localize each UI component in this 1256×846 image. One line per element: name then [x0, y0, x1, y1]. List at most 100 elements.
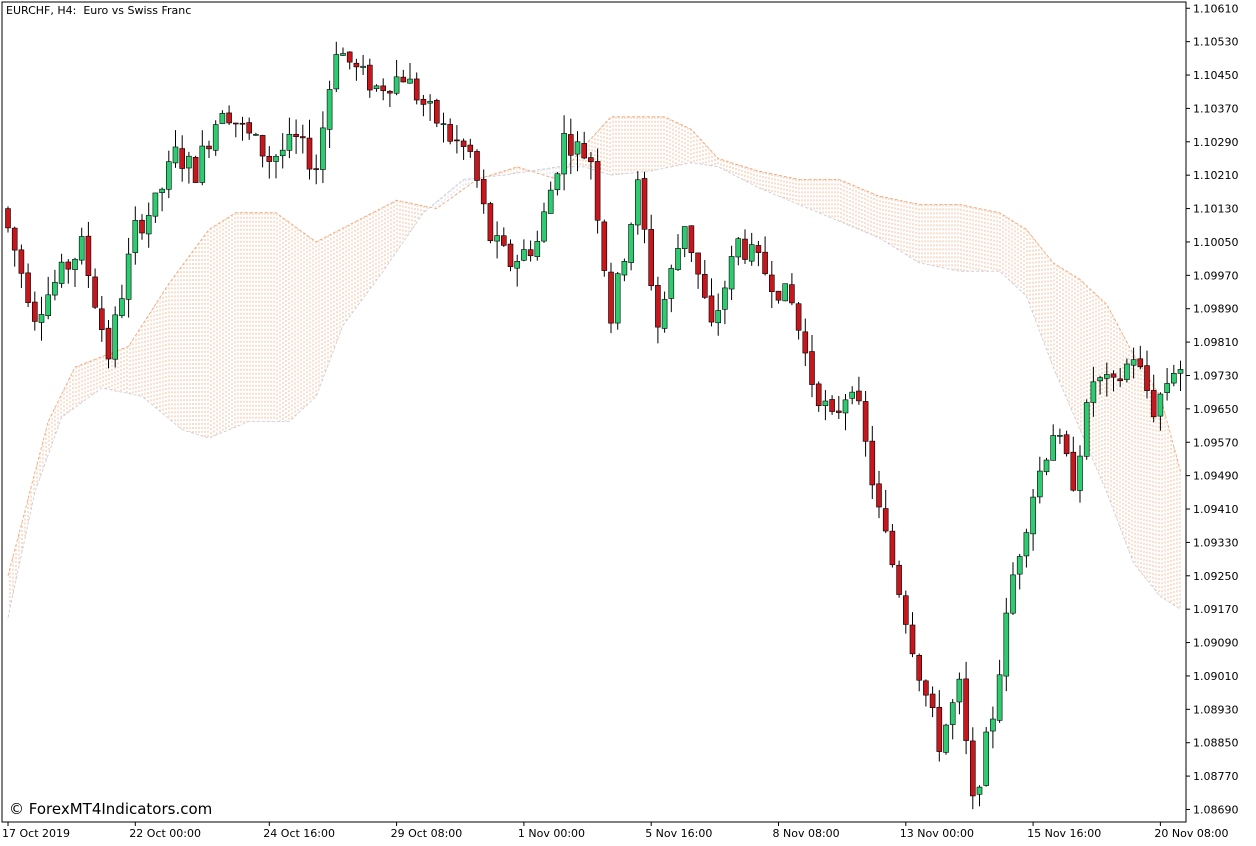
- bull-candle: [159, 188, 165, 193]
- bull-candle: [125, 253, 132, 300]
- bull-candle: [407, 78, 413, 84]
- bear-candle: [1137, 358, 1144, 368]
- bull-candle: [661, 299, 668, 329]
- price-tick-label: 1.09970: [1193, 269, 1239, 282]
- bear-candle: [581, 143, 588, 159]
- bear-candle: [762, 251, 768, 275]
- bear-candle: [567, 134, 574, 156]
- bull-candle: [112, 314, 118, 360]
- price-tick-label: 1.09490: [1193, 470, 1239, 483]
- bull-candle: [1077, 455, 1083, 491]
- bear-candle: [420, 98, 427, 105]
- bull-candle: [1130, 359, 1137, 366]
- bear-candle: [815, 383, 822, 407]
- bull-candle: [199, 145, 206, 183]
- bull-candle: [990, 718, 996, 732]
- bear-candle: [105, 327, 112, 360]
- bear-candle: [500, 235, 507, 246]
- plot-frame: [1, 1, 1187, 823]
- bull-candle: [1164, 383, 1170, 393]
- bull-candle: [253, 134, 259, 136]
- time-tick-label: 13 Nov 00:00: [900, 827, 974, 840]
- bear-candle: [293, 133, 299, 138]
- bull-candle: [996, 674, 1003, 721]
- bear-candle: [65, 261, 72, 270]
- price-tick-label: 1.09730: [1193, 369, 1239, 382]
- bull-candle: [286, 133, 293, 151]
- price-tick-label: 1.10370: [1193, 102, 1239, 115]
- bear-candle: [346, 51, 353, 63]
- bull-candle: [715, 310, 722, 324]
- bull-candle: [748, 244, 755, 262]
- bear-candle: [835, 410, 842, 413]
- bull-candle: [145, 215, 152, 235]
- bull-candle: [132, 220, 139, 253]
- price-tick-label: 1.10210: [1193, 169, 1239, 182]
- bear-candle: [923, 680, 929, 696]
- bear-candle: [299, 136, 306, 139]
- bear-candle: [708, 295, 715, 323]
- bear-candle: [467, 144, 474, 152]
- bear-candle: [306, 137, 313, 170]
- bull-candle: [1023, 532, 1030, 557]
- bear-candle: [507, 243, 514, 268]
- price-tick-label: 1.10290: [1193, 136, 1239, 149]
- price-tick-label: 1.10130: [1193, 203, 1239, 216]
- bear-candle: [775, 290, 782, 301]
- bear-candle: [809, 351, 815, 385]
- bear-candle: [1110, 373, 1117, 378]
- ichimoku-cloud: [7, 116, 1181, 618]
- bull-candle: [340, 53, 346, 56]
- bear-candle: [192, 156, 199, 183]
- time-tick-label: 17 Oct 2019: [2, 827, 70, 840]
- bull-candle: [849, 391, 856, 399]
- bull-candle: [440, 123, 447, 125]
- price-tick-label: 1.10050: [1193, 236, 1239, 249]
- bear-candle: [266, 155, 273, 162]
- bull-candle: [949, 702, 956, 725]
- bear-candle: [25, 272, 31, 303]
- price-tick-label: 1.09010: [1193, 670, 1239, 683]
- bear-candle: [869, 440, 876, 486]
- bear-candle: [936, 706, 943, 752]
- bear-candle: [862, 401, 869, 442]
- time-tick-label: 24 Oct 16:00: [263, 827, 335, 840]
- bear-candle: [246, 122, 252, 134]
- bull-candle: [728, 256, 735, 290]
- bull-candle: [38, 314, 45, 323]
- bull-candle: [52, 282, 58, 296]
- bull-candle: [1037, 470, 1043, 498]
- bear-candle: [259, 135, 266, 157]
- price-tick-label: 1.09570: [1193, 436, 1239, 449]
- bull-candle: [782, 283, 789, 302]
- bull-candle: [541, 211, 547, 242]
- bear-candle: [31, 301, 38, 322]
- bear-candle: [400, 76, 407, 83]
- bull-candle: [186, 155, 192, 169]
- price-tick-label: 1.08770: [1193, 770, 1239, 783]
- symbol-title: EURCHF, H4: Euro vs Swiss Franc: [6, 4, 192, 17]
- bear-candle: [433, 100, 440, 124]
- bear-candle: [688, 225, 695, 254]
- bull-candle: [842, 399, 849, 414]
- bull-candle: [561, 133, 567, 175]
- bull-candle: [822, 400, 829, 407]
- bear-candle: [1070, 451, 1077, 491]
- bull-candle: [1016, 556, 1023, 575]
- bear-candle: [233, 122, 239, 125]
- bull-candle: [1030, 496, 1036, 535]
- senkou-span-a: [7, 116, 1181, 576]
- bear-candle: [856, 390, 862, 402]
- bear-candle: [179, 148, 185, 169]
- time-tick-label: 29 Oct 08:00: [391, 827, 463, 840]
- price-tick-label: 1.10530: [1193, 36, 1239, 49]
- price-tick-label: 1.09330: [1193, 536, 1239, 549]
- bear-candle: [768, 274, 775, 293]
- bear-candle: [655, 285, 661, 328]
- bull-candle: [119, 298, 125, 316]
- bull-candle: [1003, 612, 1010, 677]
- bull-candle: [326, 89, 333, 130]
- bull-candle: [78, 236, 85, 261]
- time-tick-label: 15 Nov 16:00: [1027, 827, 1101, 840]
